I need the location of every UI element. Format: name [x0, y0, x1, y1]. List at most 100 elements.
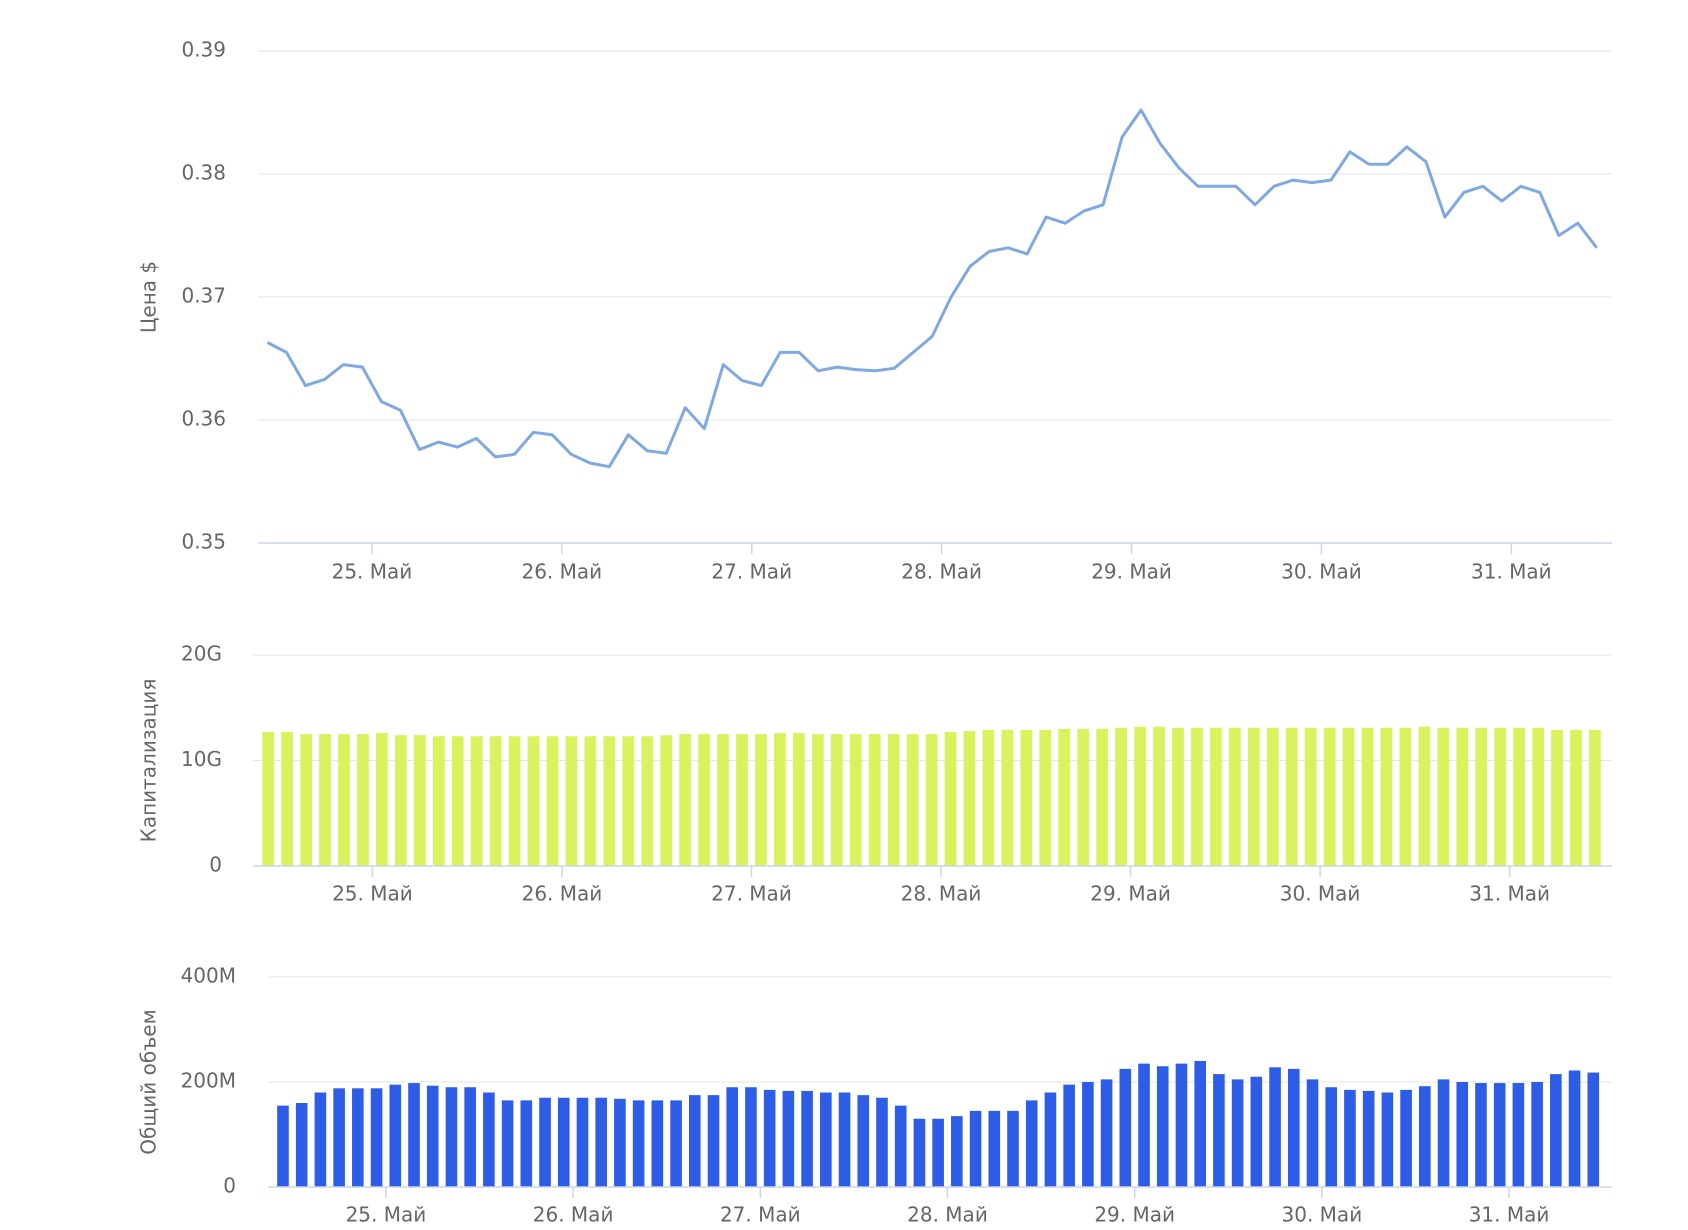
bar: [1399, 727, 1412, 866]
bar: [1361, 727, 1374, 866]
bar: [489, 736, 502, 866]
bar: [338, 734, 350, 866]
bar: [857, 1095, 870, 1187]
bar: [887, 734, 900, 866]
bar: [1437, 1079, 1450, 1187]
bar: [370, 1088, 383, 1187]
x-tick-label: 25. Май: [332, 560, 413, 584]
x-tick-label: 29. Май: [1090, 882, 1171, 906]
bar: [300, 734, 312, 866]
bar: [333, 1088, 345, 1187]
x-tick-label: 26. Май: [533, 1203, 614, 1227]
bar: [622, 736, 635, 866]
bar: [688, 1095, 701, 1187]
y-tick-label: 0.35: [181, 530, 226, 554]
bar: [1419, 1086, 1431, 1187]
x-tick-label: 25. Май: [332, 882, 413, 906]
bar: [1323, 727, 1336, 866]
bar: [1007, 1110, 1019, 1187]
bar: [838, 1092, 851, 1187]
bar: [352, 1088, 364, 1187]
y-axis-title: Капитализация: [137, 679, 161, 843]
bar: [584, 736, 597, 866]
bar: [1570, 729, 1582, 866]
y-tick-label: 400M: [181, 964, 236, 988]
bar: [483, 1092, 495, 1187]
x-tick-label: 31. Май: [1469, 882, 1550, 906]
bar: [1134, 726, 1146, 866]
x-tick-label: 25. Май: [346, 1203, 427, 1227]
bar: [1380, 727, 1393, 866]
bar: [520, 1100, 533, 1187]
bar: [389, 1084, 402, 1187]
bar: [1587, 1072, 1600, 1187]
bar: [876, 1097, 888, 1187]
bar: [1550, 1074, 1562, 1187]
bar: [782, 1090, 795, 1187]
bar: [1342, 727, 1355, 866]
bar: [1001, 729, 1014, 866]
bar: [651, 1100, 664, 1187]
bar: [408, 1083, 420, 1187]
bar: [982, 729, 995, 866]
bar: [988, 1110, 1001, 1187]
bar: [913, 1118, 926, 1187]
bar: [969, 1110, 982, 1187]
bar: [1344, 1089, 1356, 1187]
bar: [576, 1097, 589, 1187]
bar: [1437, 727, 1450, 866]
bar: [632, 1100, 645, 1187]
bar: [1115, 727, 1127, 866]
bar: [1077, 728, 1090, 866]
y-tick-label: 0.39: [181, 38, 226, 62]
bar: [932, 1118, 944, 1187]
bar: [1304, 727, 1317, 866]
bar: [1100, 1079, 1113, 1187]
y-axis-title: Общий объем: [137, 1009, 161, 1154]
bar: [603, 736, 616, 866]
bar: [1209, 727, 1222, 866]
y-tick-label: 0.37: [181, 284, 226, 308]
bar: [527, 736, 540, 866]
bar: [376, 733, 388, 866]
x-tick-label: 31. Май: [1471, 560, 1552, 584]
bar: [426, 1085, 439, 1187]
bar: [830, 734, 843, 866]
bar: [1096, 728, 1109, 866]
bar: [464, 1087, 476, 1187]
bar: [670, 1100, 682, 1187]
bar: [1418, 726, 1431, 866]
bar: [679, 734, 692, 866]
bar: [1020, 729, 1033, 866]
bar: [262, 732, 275, 866]
bar: [717, 734, 729, 866]
bar: [801, 1090, 813, 1187]
bar: [820, 1092, 832, 1187]
x-tick-label: 27. Май: [711, 882, 792, 906]
bar: [1551, 729, 1563, 866]
bar: [1231, 1079, 1244, 1187]
bar: [774, 733, 786, 866]
x-tick-label: 27. Май: [711, 560, 792, 584]
bar: [660, 735, 673, 866]
bar: [745, 1087, 757, 1187]
bar: [1119, 1068, 1132, 1187]
bar: [763, 1089, 776, 1187]
bar: [641, 736, 654, 866]
bar: [1475, 727, 1488, 866]
bar: [281, 732, 293, 866]
x-tick-label: 27. Май: [720, 1203, 801, 1227]
bar: [1493, 1083, 1506, 1187]
bar: [944, 732, 957, 866]
bar: [1456, 727, 1469, 866]
bar: [1156, 1066, 1169, 1187]
price-line: [266, 108, 1598, 469]
y-axis-title: Цена $: [137, 261, 161, 333]
x-tick-label: 28. Май: [907, 1203, 988, 1227]
bar: [1247, 727, 1260, 866]
bar: [1175, 1063, 1188, 1187]
bar: [508, 736, 521, 866]
bar: [1568, 1070, 1581, 1187]
x-tick-label: 30. Май: [1281, 560, 1362, 584]
